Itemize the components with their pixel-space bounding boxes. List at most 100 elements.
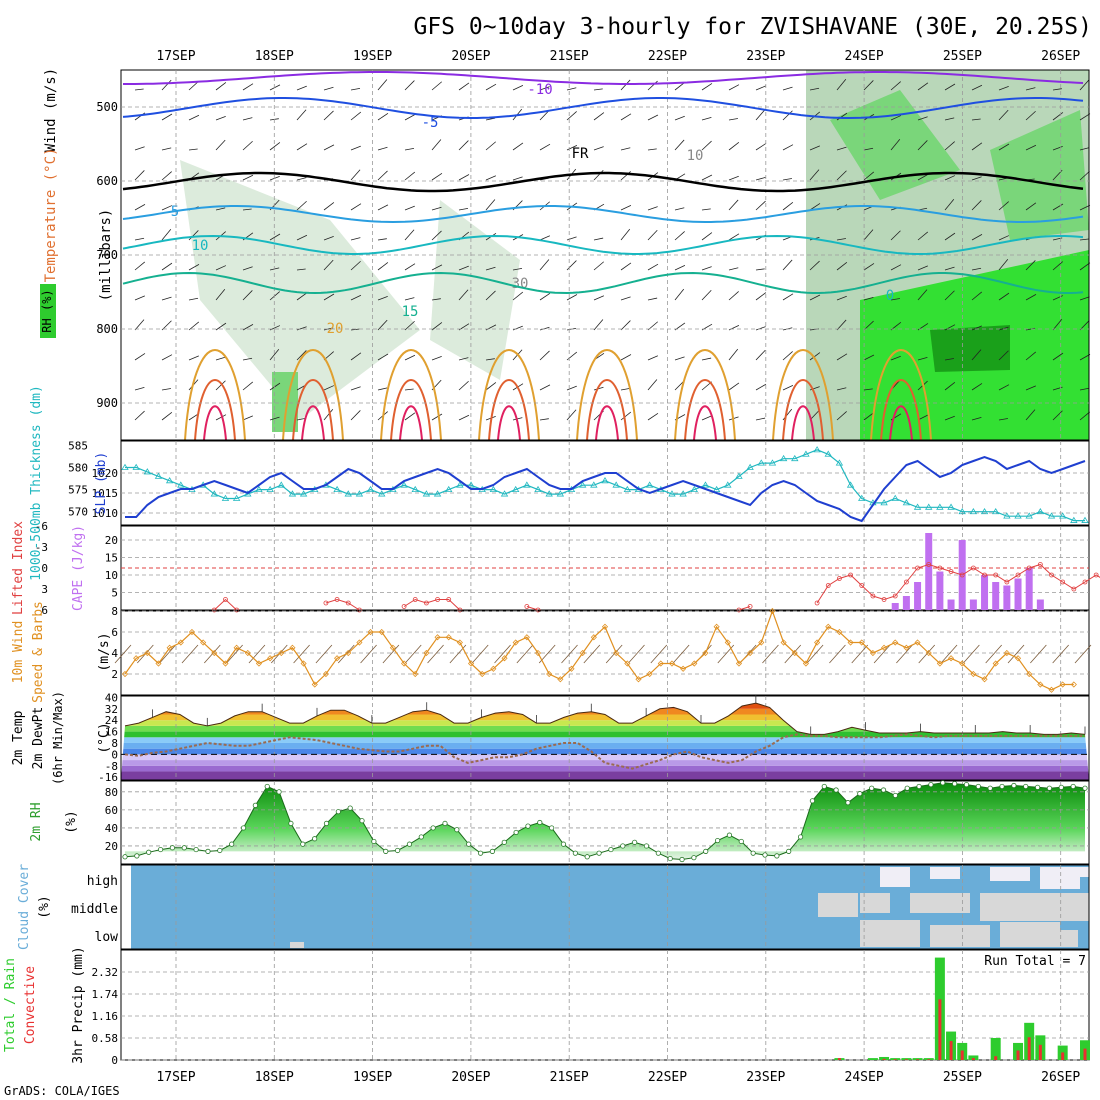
lifted-index-point: [926, 562, 932, 567]
wind-barb: [566, 294, 578, 301]
wind-barb: [971, 176, 982, 181]
wind-barb: [134, 204, 146, 211]
wind-barb: [188, 355, 199, 361]
wind-barb: [350, 328, 360, 331]
wind10-point: [267, 655, 274, 662]
precip-convective-bar: [916, 1059, 920, 1060]
wind10-axis-label-b: Speed & Barbs: [31, 601, 46, 703]
rh2m-point: [394, 847, 401, 854]
wind-barb: [593, 261, 605, 271]
wind-barb: [782, 293, 794, 301]
wind-barb: [755, 417, 766, 421]
thickness-point: [299, 490, 308, 497]
wind-barb: [215, 265, 227, 271]
wind-barb: [890, 264, 902, 271]
wind-barb: [863, 388, 873, 391]
wind-barb: [1079, 387, 1090, 391]
wind-barb: [458, 414, 470, 421]
rh2m-point: [371, 838, 377, 845]
lifted-index-point: [747, 604, 753, 609]
thickness-point: [121, 463, 129, 470]
rh2m-point: [157, 846, 164, 853]
wind10-point: [367, 628, 374, 636]
wind-barb: [566, 260, 577, 271]
wind-barb: [809, 169, 820, 181]
wind-barb: [944, 83, 956, 91]
wind-barb: [377, 296, 388, 301]
wind-barb: [701, 266, 712, 271]
temperature-contour: [674, 349, 736, 441]
rh2m-point: [442, 820, 448, 827]
wind10-point: [1070, 681, 1077, 688]
wind10-point: [177, 639, 184, 646]
wind-barb: [296, 268, 306, 271]
wind-barb: [620, 228, 631, 241]
lifted-index-point: [1093, 572, 1099, 578]
wind-barb: [431, 172, 443, 181]
temp-color-band: [121, 754, 1089, 761]
wind-barb: [296, 350, 307, 361]
wind-barb: [350, 386, 361, 391]
wind10-barb: [516, 644, 534, 664]
lifted-index-point: [848, 572, 853, 578]
cape-bar: [936, 571, 944, 610]
lifted-index-point: [1004, 579, 1010, 585]
wind10-point: [936, 660, 943, 667]
wind-barb: [350, 169, 361, 181]
thickness-point: [891, 494, 899, 501]
lifted-index-tick-label: -3: [35, 541, 48, 554]
wind-barb: [701, 415, 713, 421]
wind10-point: [300, 660, 307, 667]
wind10-barb: [896, 644, 913, 664]
wind-barb: [755, 177, 766, 181]
wind-barb: [161, 113, 173, 121]
date-tick-top-label: 19SEP: [353, 49, 392, 64]
wind-barb: [323, 293, 335, 301]
rh2m-point: [513, 829, 519, 836]
rh2m-point: [1070, 783, 1076, 790]
wind-barb: [242, 381, 254, 391]
wind10-point: [534, 649, 542, 657]
thickness-point: [500, 490, 509, 497]
wind-barb: [620, 205, 632, 211]
thickness-point: [132, 463, 140, 470]
cape-bar: [914, 582, 922, 610]
wind-barb: [782, 351, 793, 361]
wind-barb: [863, 263, 875, 271]
wind10-point: [568, 665, 575, 672]
rh2m-point: [750, 850, 756, 856]
wind-barb: [863, 147, 874, 151]
wind10-point: [546, 670, 553, 678]
lifted-index-point: [412, 597, 418, 602]
wind-barb: [971, 118, 981, 121]
wind10-point: [758, 639, 765, 646]
wind-barb: [944, 117, 955, 121]
wind10-point: [512, 639, 519, 646]
rh2m-point: [134, 853, 140, 859]
wind-barb: [647, 148, 657, 151]
wind-barb: [566, 351, 578, 361]
lifted-index-point: [881, 597, 887, 602]
wind-barb: [863, 171, 875, 181]
wind-barb: [1052, 410, 1063, 421]
wind-barb: [917, 265, 928, 271]
thickness-point: [534, 485, 542, 493]
temperature-contour: [122, 205, 1084, 224]
date-tick-bottom-label: 24SEP: [845, 1070, 884, 1085]
thickness-point: [445, 485, 453, 493]
thickness-point: [422, 490, 431, 497]
cape-tick-label: 10: [105, 569, 118, 582]
wind-barb: [1025, 202, 1037, 211]
wind-barb: [431, 81, 443, 91]
rh2m-point: [584, 854, 590, 860]
temp-color-band: [121, 748, 1089, 755]
cape-bar: [925, 533, 933, 610]
cape-tick-label: 20: [105, 534, 118, 547]
thickness-point: [645, 481, 654, 488]
wind-barb: [755, 200, 766, 211]
wind-barb: [161, 296, 172, 301]
wind10-point: [244, 649, 251, 657]
wind10-point: [1026, 670, 1033, 678]
wind-barb: [485, 358, 495, 361]
wind-barb: [701, 174, 713, 181]
